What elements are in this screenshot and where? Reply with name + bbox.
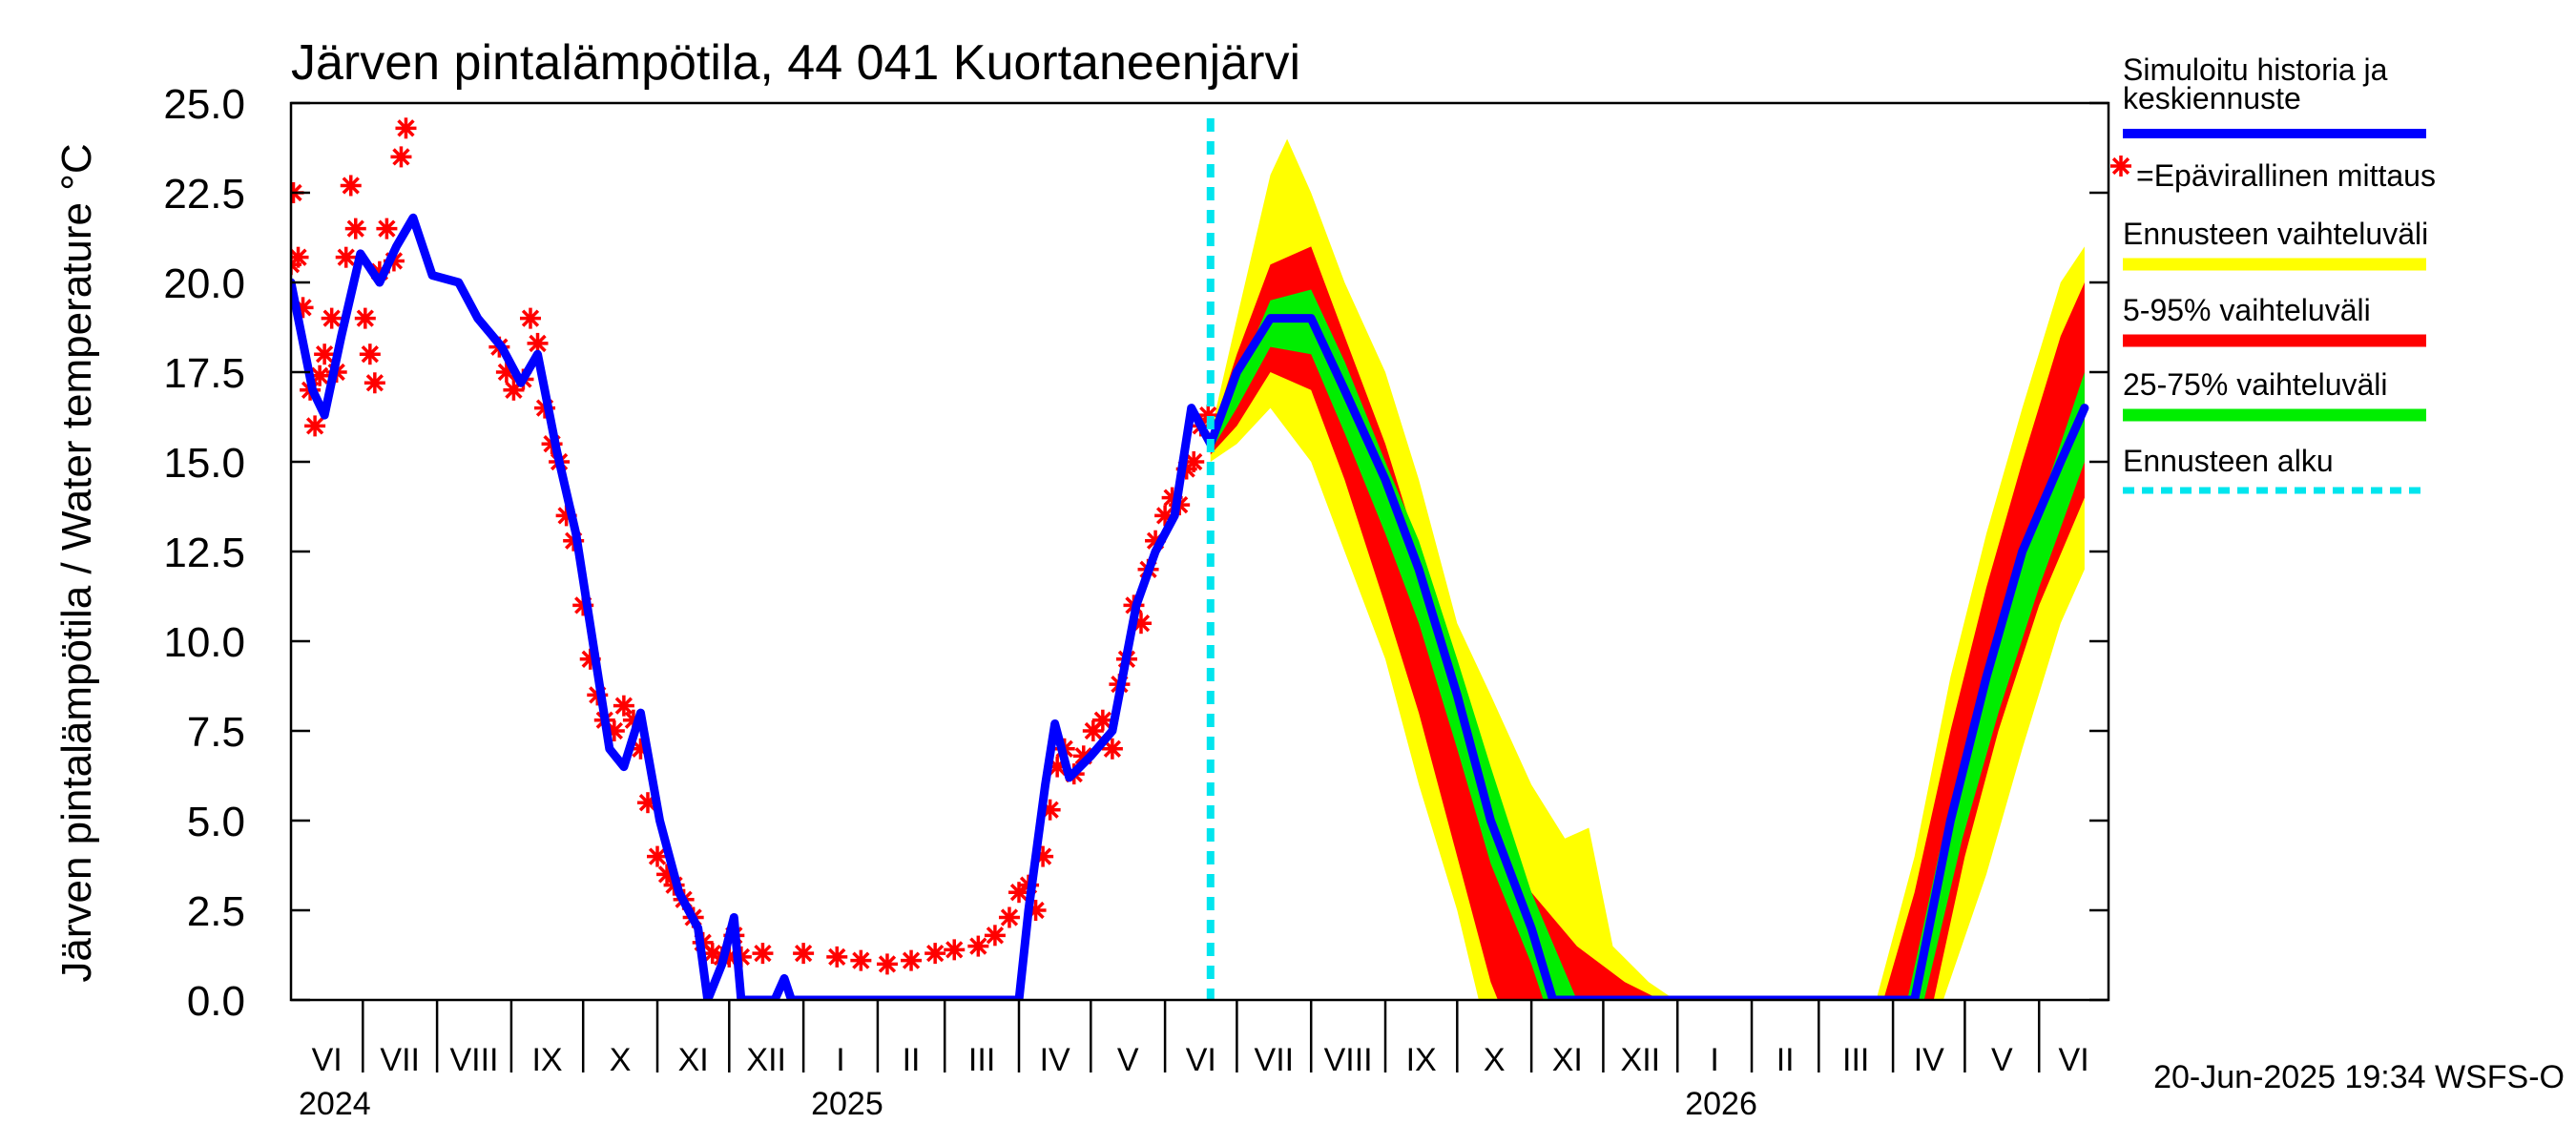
month-label: X: [610, 1042, 632, 1078]
legend-label: Ennusteen vaihteluväli: [2123, 217, 2428, 251]
y-tick-label: 7.5: [187, 709, 245, 756]
observation-marker: [354, 307, 376, 329]
month-label: VII: [1255, 1042, 1295, 1078]
month-label: XII: [746, 1042, 786, 1078]
month-label: VI: [312, 1042, 343, 1078]
y-tick-label: 22.5: [163, 171, 245, 218]
observation-marker: [924, 943, 946, 965]
observation-marker: [636, 792, 658, 814]
month-label: XI: [678, 1042, 709, 1078]
month-label: VIII: [449, 1042, 498, 1078]
y-tick-label: 17.5: [163, 350, 245, 397]
observation-marker: [826, 946, 848, 968]
month-label: II: [903, 1042, 921, 1078]
y-tick-label: 10.0: [163, 619, 245, 666]
month-label: III: [968, 1042, 995, 1078]
month-label: XI: [1552, 1042, 1583, 1078]
observation-marker: [395, 117, 417, 139]
observation-marker: [519, 307, 541, 329]
y-tick-label: 20.0: [163, 260, 245, 307]
month-label: XII: [1621, 1042, 1661, 1078]
month-label: I: [836, 1042, 844, 1078]
year-label: 2026: [1685, 1086, 1757, 1122]
month-label: III: [1842, 1042, 1869, 1078]
observation-marker: [359, 344, 381, 365]
year-label: 2025: [811, 1086, 883, 1122]
month-label: V: [1991, 1042, 2013, 1078]
month-label: VII: [380, 1042, 420, 1078]
y-tick-label: 0.0: [187, 978, 245, 1025]
axes: 25.0 22.5 20.0 17.5 15.0 12.5 10.0 7.5 5.0 2.5 0.0…: [163, 81, 2110, 1122]
observation-marker: [876, 953, 898, 975]
month-label: V: [1117, 1042, 1139, 1078]
observation-marker: [752, 943, 774, 965]
y-tick-label: 2.5: [187, 888, 245, 935]
observation-marker: [335, 246, 357, 268]
observation-marker: [314, 344, 336, 365]
band-ennusteen-vaihteluv-li: [1210, 138, 2085, 1000]
observation-marker: [304, 415, 326, 437]
legend-label: keskiennuste: [2123, 81, 2301, 115]
year-label: 2024: [299, 1086, 371, 1122]
observation-marker: [376, 218, 398, 239]
y-axis-label: Järven pintalämpötila / Water temperatur…: [53, 143, 100, 982]
legend-label: Simuloitu historia ja: [2123, 52, 2388, 87]
legend-label: Ennusteen alku: [2123, 444, 2334, 478]
observation-marker: [944, 939, 966, 961]
observation-marker: [1091, 709, 1113, 731]
observation-marker: [291, 246, 309, 268]
observation-marker: [793, 943, 815, 965]
data-series: [291, 117, 2089, 1000]
legend-label: =Epävirallinen mittaus: [2136, 158, 2436, 193]
month-label: II: [1776, 1042, 1795, 1078]
legend-marker: [2110, 156, 2131, 177]
y-tick-label: 12.5: [163, 530, 245, 576]
chart-title: Järven pintalämpötila, 44 041 Kuortaneen…: [291, 35, 1300, 91]
month-label: I: [1710, 1042, 1718, 1078]
y-tick-label: 5.0: [187, 799, 245, 845]
legend-label: 5-95% vaihteluväli: [2123, 293, 2371, 327]
month-label: IV: [1040, 1042, 1070, 1078]
observation-marker: [321, 307, 343, 329]
observation-marker: [967, 935, 989, 957]
observation-marker: [984, 925, 1006, 947]
month-label: VI: [1186, 1042, 1216, 1078]
observation-marker: [390, 146, 412, 168]
month-label: IX: [1406, 1042, 1437, 1078]
observation-marker: [901, 949, 923, 971]
observation-marker: [613, 695, 634, 717]
y-tick-label: 15.0: [163, 440, 245, 487]
observation-marker: [527, 332, 549, 354]
month-label: VIII: [1324, 1042, 1373, 1078]
legend-label: 25-75% vaihteluväli: [2123, 367, 2388, 402]
observation-marker: [340, 175, 362, 197]
observation-marker: [998, 906, 1020, 928]
simulated-series-line: [291, 213, 2089, 1000]
y-tick-label: 25.0: [163, 81, 245, 128]
observation-marker: [344, 218, 366, 239]
month-label: IV: [1914, 1042, 1944, 1078]
footer-timestamp: 20-Jun-2025 19:34 WSFS-O: [2153, 1059, 2565, 1095]
month-label: IX: [531, 1042, 562, 1078]
month-label: X: [1484, 1042, 1506, 1078]
observation-marker: [647, 845, 669, 867]
observation-marker: [1101, 738, 1123, 760]
observation-marker: [850, 949, 872, 971]
observation-marker: [364, 372, 385, 394]
month-label: VI: [2059, 1042, 2089, 1078]
